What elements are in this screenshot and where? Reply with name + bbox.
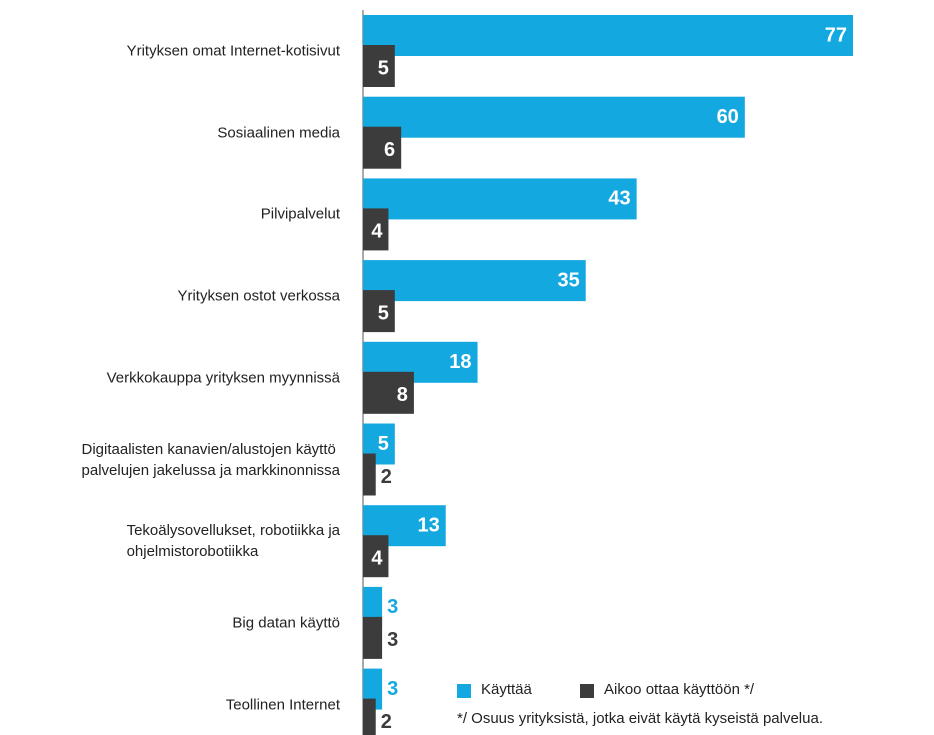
value-label: 4 [371,547,383,569]
bar [363,126,402,169]
bar [363,208,389,251]
category-label: Digitaalisten kanavien/alustojen käyttö … [81,440,340,479]
bar [363,371,414,414]
value-label: 3 [387,678,398,700]
category-label: Tekoälysovellukset, robotiikka ja ohjelm… [126,522,340,561]
value-label: 2 [381,466,392,488]
value-label: 18 [449,351,471,373]
bar [363,15,853,56]
value-label: 43 [608,188,630,210]
value-label: 8 [397,384,408,406]
value-label: 5 [378,302,389,324]
legend-swatch [580,684,594,698]
bar [363,290,395,333]
value-label: 2 [381,711,392,733]
category-label: Sosiaalinen media [217,124,340,142]
bar [363,178,637,220]
bar [363,453,376,496]
category-label: Big datan käyttö [232,614,340,632]
value-label: 35 [557,269,579,291]
value-label: 3 [387,629,398,651]
legend-label: Käyttää [481,681,532,698]
category-label: Pilvipalvelut [260,205,340,223]
value-label: 13 [417,514,439,536]
value-label: 5 [378,57,389,79]
category-label: Yrityksen ostot verkossa [177,287,340,305]
value-label: 4 [371,221,383,243]
footnote: */ Osuus yrityksistä, jotka eivät käytä … [457,710,823,727]
bar [363,260,586,302]
category-label: Teollinen Internet [225,696,340,714]
legend-swatch [457,684,471,698]
bar [363,698,376,735]
bar [363,96,745,138]
value-label: 3 [387,596,398,618]
bar [363,535,389,578]
value-label: 5 [378,433,389,455]
category-label: Verkkokauppa yrityksen myynnissä [106,369,340,387]
bar [363,616,383,659]
bar [363,45,395,87]
category-label: Yrityksen omat Internet-kotisivut [126,42,340,60]
legend-label: Aikoo ottaa käyttöön */ [604,681,755,698]
value-label: 6 [384,139,395,161]
value-label: 77 [825,24,847,46]
value-label: 60 [717,106,739,128]
